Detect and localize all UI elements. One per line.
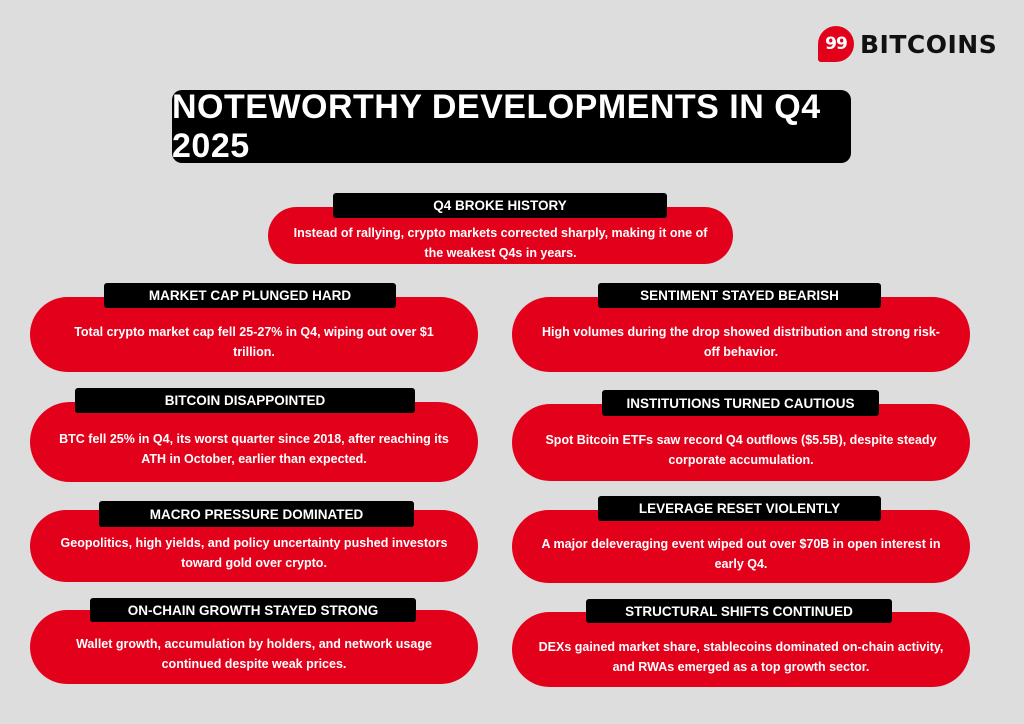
card-text-bitcoin: BTC fell 25% in Q4, its worst quarter si…: [30, 402, 478, 482]
card-heading-macro: MACRO PRESSURE DOMINATED: [99, 501, 414, 527]
logo-text: BITCOINS: [860, 29, 998, 59]
card-text-market-cap: Total crypto market cap fell 25-27% in Q…: [30, 297, 478, 372]
card-text-structural: DEXs gained market share, stablecoins do…: [512, 612, 970, 687]
logo-mark-icon: 99: [818, 26, 854, 62]
brand-logo: 99 BITCOINS: [818, 26, 997, 62]
card-heading-institutions: INSTITUTIONS TURNED CAUTIOUS: [602, 390, 879, 416]
card-heading-structural: STRUCTURAL SHIFTS CONTINUED: [586, 599, 892, 623]
card-text-sentiment: High volumes during the drop showed dist…: [512, 297, 970, 372]
card-heading-bitcoin: BITCOIN DISAPPOINTED: [75, 388, 415, 413]
card-text-institutions: Spot Bitcoin ETFs saw record Q4 outflows…: [512, 404, 970, 481]
page-title: NOTEWORTHY DEVELOPMENTS IN Q4 2025: [172, 88, 851, 165]
card-text-leverage: A major deleveraging event wiped out ove…: [512, 510, 970, 583]
card-heading-market-cap: MARKET CAP PLUNGED HARD: [104, 283, 396, 308]
card-heading-q4-broke-history: Q4 BROKE HISTORY: [333, 193, 667, 218]
card-heading-on-chain: ON-CHAIN GROWTH STAYED STRONG: [90, 598, 416, 622]
card-heading-sentiment: SENTIMENT STAYED BEARISH: [598, 283, 881, 308]
card-heading-leverage: LEVERAGE RESET VIOLENTLY: [598, 496, 881, 521]
card-text-on-chain: Wallet growth, accumulation by holders, …: [30, 610, 478, 684]
